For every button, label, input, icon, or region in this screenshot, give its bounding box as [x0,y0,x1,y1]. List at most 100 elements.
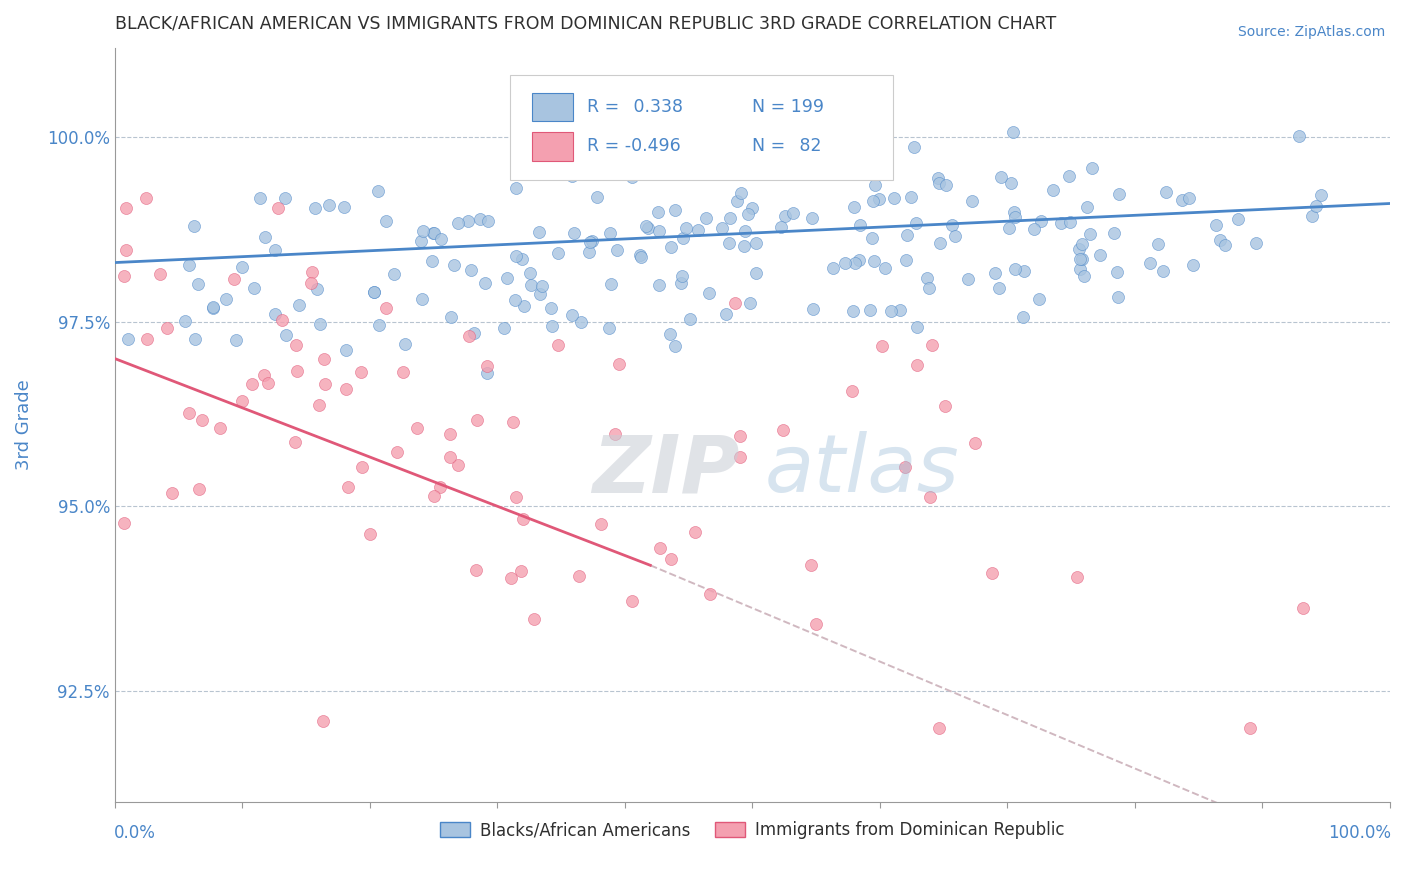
Point [1076,200,1098,214]
Point [844,201,866,215]
Point [505,181,527,195]
Point [475,367,498,381]
Point [1171,193,1194,207]
Point [1028,293,1050,307]
Point [375,301,398,316]
Point [659,552,682,566]
Point [284,337,307,351]
Point [529,287,551,301]
Point [1288,128,1310,143]
Point [1004,210,1026,224]
Point [1182,259,1205,273]
Point [179,406,201,420]
Point [541,319,564,334]
Point [1073,268,1095,283]
Point [1004,261,1026,276]
Point [741,201,763,215]
Point [531,279,554,293]
Point [149,267,172,281]
Point [495,271,517,285]
Point [510,252,533,266]
Point [1069,252,1091,266]
Point [1081,161,1104,175]
Point [547,338,569,352]
Point [915,271,938,285]
Point [301,265,323,279]
Point [547,246,569,260]
Point [1071,237,1094,252]
Point [1042,183,1064,197]
Point [409,234,432,248]
Point [929,236,952,251]
Point [849,219,872,233]
Y-axis label: 3rd Grade: 3rd Grade [15,380,32,470]
Point [841,384,863,398]
Text: BLACK/AFRICAN AMERICAN VS IMMIGRANTS FROM DOMINICAN REPUBLIC 3RD GRADE CORRELATI: BLACK/AFRICAN AMERICAN VS IMMIGRANTS FRO… [115,15,1056,33]
Point [745,266,768,280]
Point [598,321,620,335]
Point [1105,264,1128,278]
Text: N =  82: N = 82 [752,137,823,155]
Point [135,190,157,204]
Point [263,307,285,321]
Point [156,321,179,335]
Point [658,326,681,341]
Point [688,223,710,237]
Point [314,376,336,391]
Point [253,230,276,244]
Point [231,260,253,274]
Point [332,200,354,214]
Point [628,248,651,262]
Point [1205,218,1227,232]
Point [561,169,583,183]
Point [314,352,336,367]
Point [896,253,918,268]
Point [860,231,883,245]
Point [997,221,1019,235]
Point [801,211,824,226]
Point [387,444,409,458]
Point [501,571,523,585]
Point [859,302,882,317]
Point [201,301,224,315]
Point [411,292,433,306]
Point [318,198,340,212]
Point [512,512,534,526]
Point [520,277,543,292]
Point [117,332,139,346]
Point [447,216,470,230]
Point [581,234,603,248]
Point [312,714,335,728]
Point [730,186,752,200]
Point [863,254,886,268]
Point [183,219,205,234]
Point [523,612,546,626]
Point [519,266,541,280]
Point [1069,243,1091,257]
Point [782,206,804,220]
Point [359,526,381,541]
Point [1301,209,1323,223]
Point [905,358,928,372]
Point [201,300,224,314]
Point [256,376,278,390]
Point [460,263,482,277]
Point [284,434,307,449]
Point [1310,187,1333,202]
Point [983,266,1005,280]
Point [728,450,751,464]
Point [285,364,308,378]
Point [603,427,626,442]
Point [540,301,562,316]
Text: 100.0%: 100.0% [1329,823,1391,842]
Point [683,524,706,539]
Point [1069,261,1091,276]
Point [589,516,612,531]
Point [242,377,264,392]
Point [335,343,357,357]
Point [1107,290,1129,304]
Point [112,516,135,530]
FancyBboxPatch shape [531,132,572,161]
Point [630,250,652,264]
Point [941,218,963,232]
